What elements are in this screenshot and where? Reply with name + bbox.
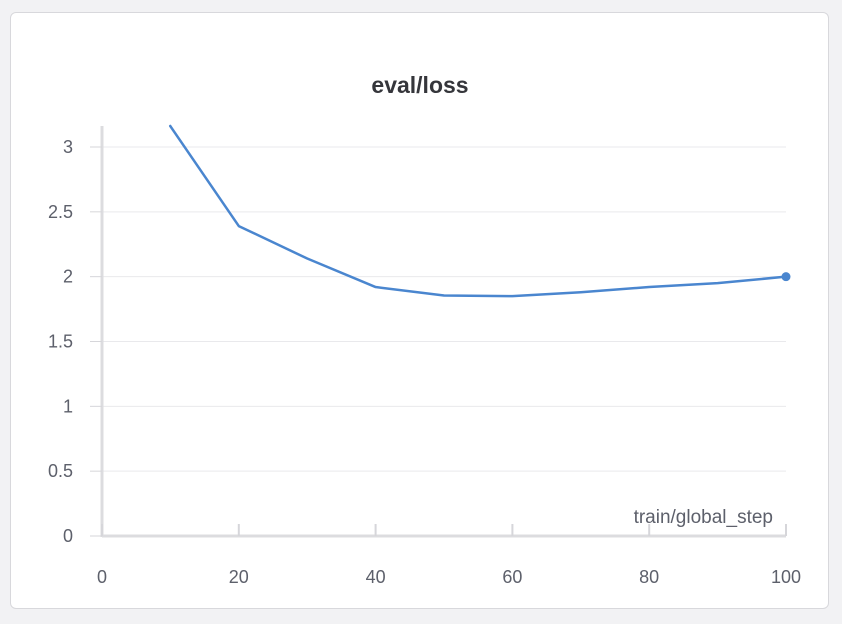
series-group xyxy=(168,124,791,298)
x-tick-label: 20 xyxy=(229,567,249,587)
series-endpoint xyxy=(781,272,791,282)
y-tick-label: 0.5 xyxy=(48,461,73,481)
chart-title: eval/loss xyxy=(371,72,468,98)
x-tick-label: 100 xyxy=(771,567,801,587)
y-tick-label: 2 xyxy=(63,267,73,287)
y-tick-label: 1.5 xyxy=(48,332,73,352)
axes xyxy=(100,126,786,538)
y-tick-label: 0 xyxy=(63,526,73,546)
x-axis: 0 20 40 60 80 100 xyxy=(97,524,801,587)
grid xyxy=(102,146,786,472)
x-tick-label: 40 xyxy=(366,567,386,587)
y-axis: 0 0.5 1 1.5 2 2.5 3 xyxy=(48,137,102,546)
x-axis-title: train/global_step xyxy=(634,507,773,528)
x-tick-label: 60 xyxy=(502,567,522,587)
y-tick-label: 3 xyxy=(63,137,73,157)
x-tick-label: 0 xyxy=(97,567,107,587)
x-tick-label: 80 xyxy=(639,567,659,587)
y-tick-label: 2.5 xyxy=(48,202,73,222)
chart-panel xyxy=(10,12,829,609)
y-tick-label: 1 xyxy=(63,396,73,416)
series-line xyxy=(168,124,788,298)
